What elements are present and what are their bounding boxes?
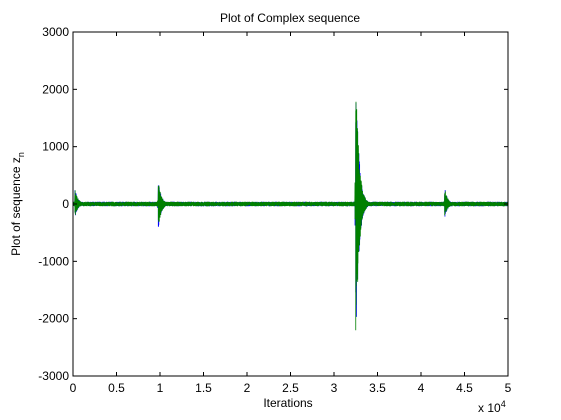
- chart-title: Plot of Complex sequence: [220, 11, 360, 25]
- series-line-2: [72, 101, 509, 331]
- x-tick-label: 1.5: [195, 381, 212, 395]
- y-tick-label: -1000: [38, 254, 69, 268]
- y-tick-label: -2000: [38, 312, 69, 326]
- x-tick-label: 3: [331, 381, 338, 395]
- x-tick-label: 4: [418, 381, 425, 395]
- tick-layer: 0 0.5 1 1.5 2 2.5 3 3.5 4 4.5 5 -3000 -2000 -1000 0 100…: [38, 25, 511, 395]
- y-tick-label: 0: [62, 197, 69, 211]
- x-tick-label: 5: [505, 381, 512, 395]
- x-axis-multiplier-exponent: 4: [501, 399, 506, 409]
- y-axis-title-subscript: n: [16, 152, 26, 157]
- x-tick-label: 1: [157, 381, 164, 395]
- y-axis-title-group: Plot of sequence zn: [9, 152, 26, 256]
- x-tick-label: 4.5: [456, 381, 473, 395]
- x-tick-label: 2: [244, 381, 251, 395]
- y-tick-label: 2000: [42, 82, 69, 96]
- x-tick-label: 2.5: [282, 381, 299, 395]
- series-layer: [72, 101, 509, 331]
- y-axis-title: Plot of sequence zn: [9, 152, 26, 256]
- y-tick-label: -3000: [38, 369, 69, 383]
- x-tick-label: 0.5: [108, 381, 125, 395]
- x-axis-title: Iterations: [263, 396, 312, 410]
- y-tick-label: 3000: [42, 25, 69, 39]
- y-axis-title-main: Plot of sequence z: [9, 157, 23, 256]
- x-tick-label: 3.5: [369, 381, 386, 395]
- y-tick-label: 1000: [42, 140, 69, 154]
- x-axis-multiplier-base: x 10: [478, 401, 501, 415]
- x-tick-label: 0: [70, 381, 77, 395]
- x-axis-multiplier: x 104: [478, 399, 506, 415]
